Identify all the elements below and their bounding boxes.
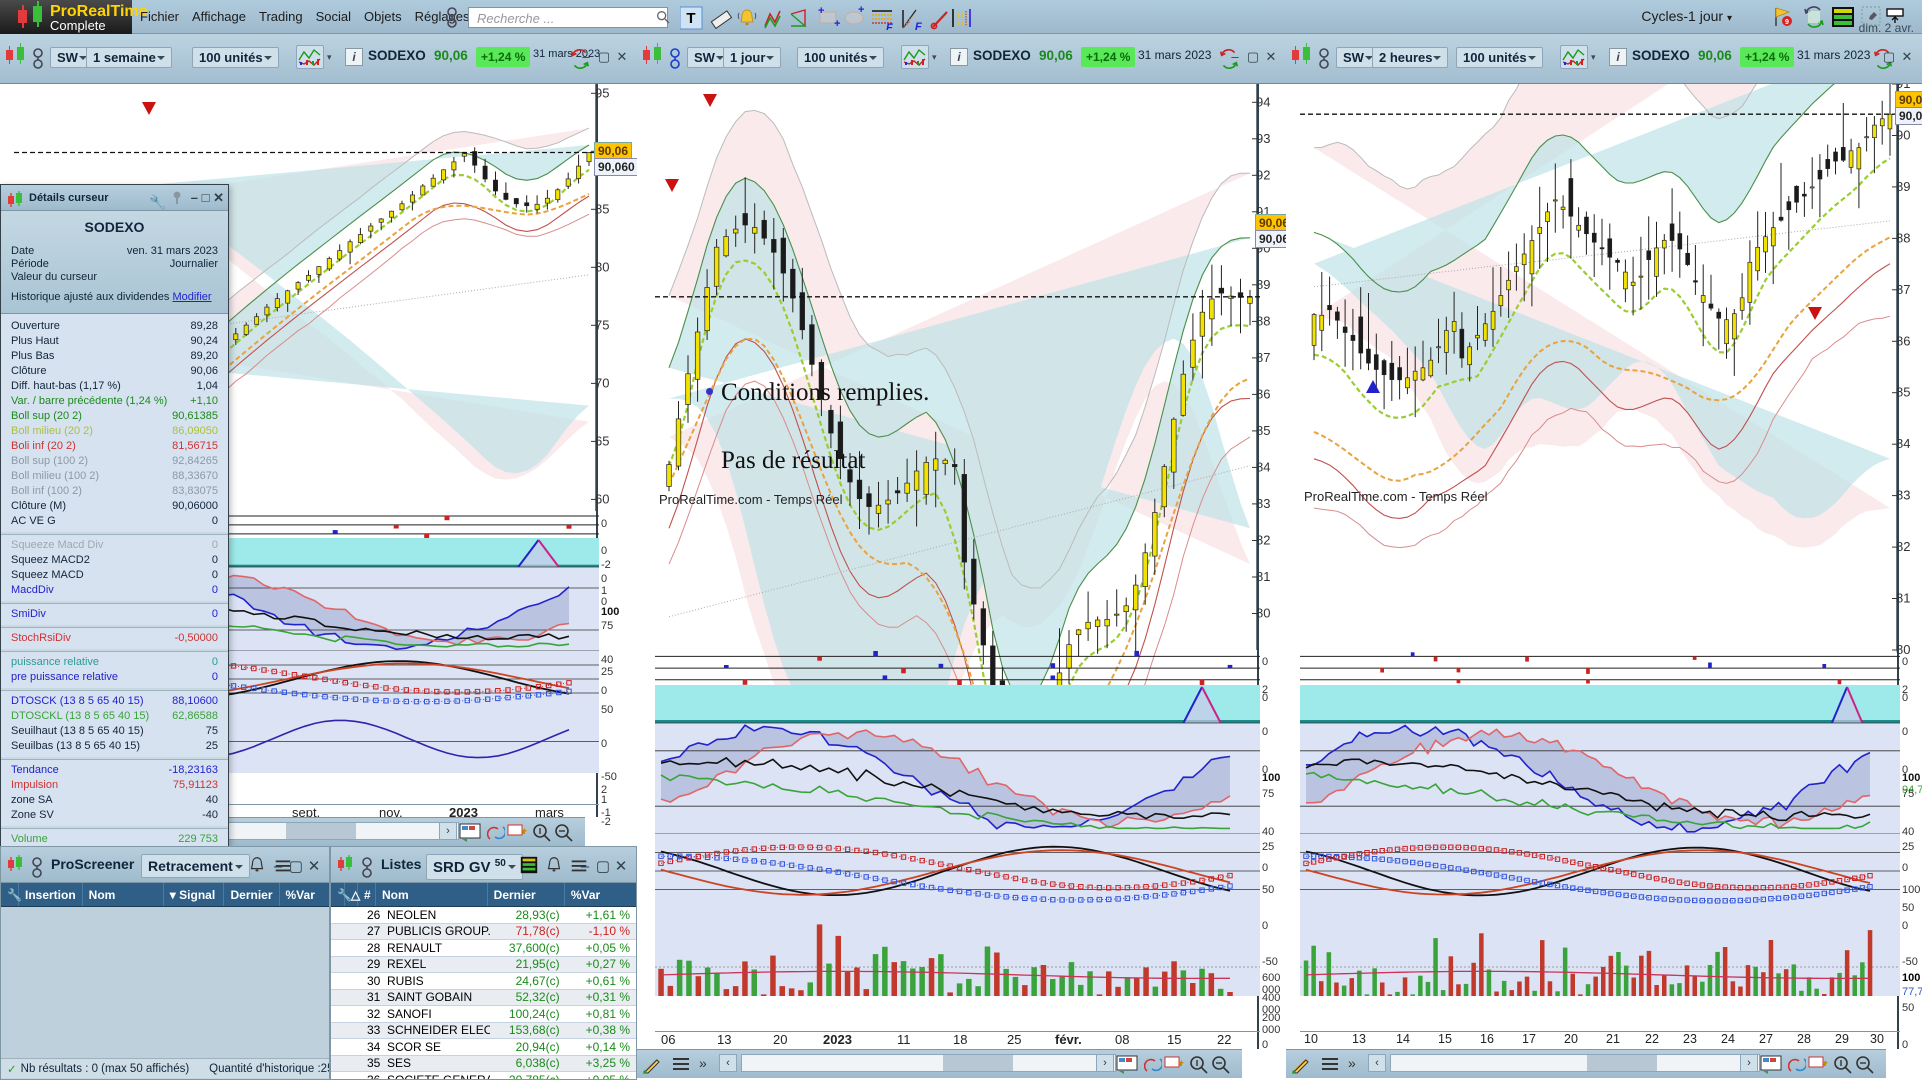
svg-text:F: F bbox=[915, 21, 922, 30]
svg-text:88: 88 bbox=[1256, 313, 1270, 328]
svg-text:60: 60 bbox=[595, 491, 609, 506]
svg-text:T: T bbox=[686, 10, 695, 27]
svg-text:80: 80 bbox=[1256, 606, 1270, 621]
svg-text:82: 82 bbox=[1256, 533, 1270, 548]
svg-text:86: 86 bbox=[1896, 333, 1910, 348]
svg-text:81: 81 bbox=[1256, 569, 1270, 584]
svg-text:82: 82 bbox=[1896, 539, 1910, 554]
svg-text:94: 94 bbox=[1256, 94, 1270, 109]
svg-text:92: 92 bbox=[1256, 167, 1270, 182]
svg-text:90: 90 bbox=[1896, 128, 1910, 143]
svg-text:81: 81 bbox=[1896, 591, 1910, 606]
svg-text:F: F bbox=[886, 22, 893, 30]
svg-text:86: 86 bbox=[1256, 386, 1270, 401]
svg-text:80: 80 bbox=[595, 259, 609, 274]
svg-text:84: 84 bbox=[1256, 459, 1270, 474]
svg-text:87: 87 bbox=[1896, 282, 1910, 297]
svg-text:95: 95 bbox=[595, 85, 609, 100]
svg-text:84: 84 bbox=[1896, 436, 1910, 451]
svg-text:89: 89 bbox=[1896, 179, 1910, 194]
svg-text:85: 85 bbox=[1896, 385, 1910, 400]
svg-text:70: 70 bbox=[595, 375, 609, 390]
svg-text:85: 85 bbox=[1256, 423, 1270, 438]
svg-text:83: 83 bbox=[1256, 496, 1270, 511]
svg-text:91: 91 bbox=[1896, 84, 1910, 91]
svg-text:88: 88 bbox=[1896, 230, 1910, 245]
svg-text:87: 87 bbox=[1256, 350, 1270, 365]
svg-text:9: 9 bbox=[1785, 19, 1789, 26]
svg-text:83: 83 bbox=[1896, 488, 1910, 503]
svg-text:75: 75 bbox=[595, 317, 609, 332]
svg-text:65: 65 bbox=[595, 433, 609, 448]
svg-text:85: 85 bbox=[595, 201, 609, 216]
svg-text:+: + bbox=[834, 18, 840, 30]
svg-text:+: + bbox=[858, 6, 864, 16]
svg-text:93: 93 bbox=[1256, 131, 1270, 146]
svg-text:89: 89 bbox=[1256, 277, 1270, 292]
svg-text:+: + bbox=[818, 6, 824, 17]
